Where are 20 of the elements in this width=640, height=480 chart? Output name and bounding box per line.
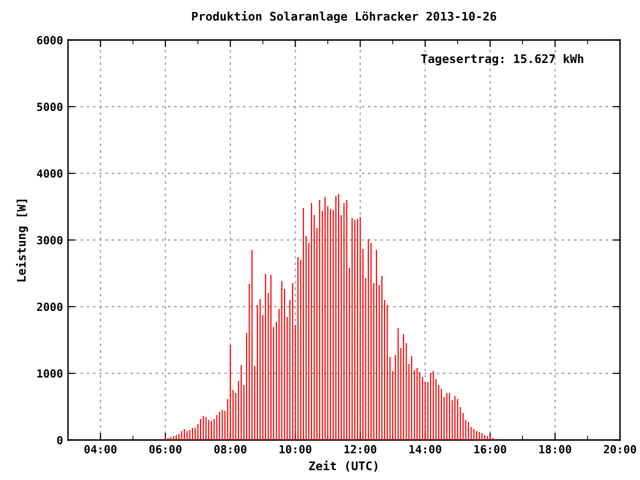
y-tick-label: 5000 — [37, 102, 62, 112]
y-tick-label: 2000 — [37, 302, 62, 312]
chart-title: Produktion Solaranlage Löhracker 2013-10-26 — [192, 10, 496, 23]
y-tick-label: 0 — [57, 436, 62, 444]
x-tick-label: 20:00 — [604, 445, 636, 454]
y-tick-label: 1000 — [37, 369, 62, 378]
x-tick-label: 10:00 — [280, 445, 312, 454]
x-tick-label: 18:00 — [539, 445, 572, 454]
annotation: Tagesertrag: 15.627 kWh — [421, 54, 584, 66]
x-tick-label: 12:00 — [344, 445, 376, 454]
x-tick-label: 16:00 — [474, 445, 506, 454]
y-axis-title: Leistung [W] — [16, 200, 28, 282]
x-tick-label: 06:00 — [149, 445, 182, 454]
x-tick-label: 04:00 — [84, 445, 117, 454]
x-tick-label: 14:00 — [409, 445, 442, 454]
x-axis-title: Zeit (UTC) — [309, 460, 378, 472]
y-tick-label: 4000 — [36, 169, 62, 178]
x-tick-label: 08:00 — [214, 445, 246, 454]
y-tick-label: 3000 — [37, 236, 62, 244]
y-tick-label: 6000 — [37, 36, 62, 44]
